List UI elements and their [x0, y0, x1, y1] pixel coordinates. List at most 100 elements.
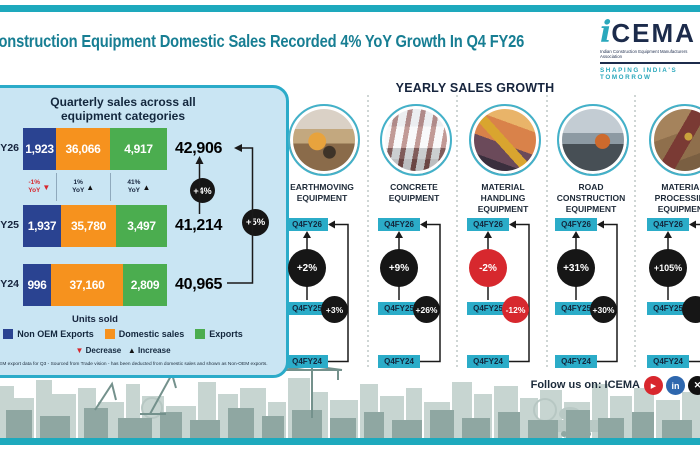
x-twitter-icon[interactable]: ✕ — [688, 376, 700, 395]
increase-arrow-icon: ▲ — [86, 182, 95, 192]
yoy-label: YoY — [127, 187, 141, 194]
icema-wordmark: i CEMA — [600, 18, 700, 48]
legend-item-exports: Exports — [195, 329, 243, 339]
bar-segment-non-oem: 1,937 — [23, 205, 61, 247]
bar-segment-exports: 3,497 — [116, 205, 167, 247]
logo-subtitle: Indian Construction Equipment Manufactur… — [600, 49, 688, 59]
q4fy26-tag: Q4FY26 — [286, 218, 328, 231]
yoy-label: YoY — [28, 187, 41, 194]
page-title: Construction Equipment Domestic Sales Re… — [0, 31, 525, 51]
bar-segment-domestic: 37,160 — [51, 264, 123, 306]
yoy-value: 41% — [127, 178, 141, 186]
yoy-value: -1% — [28, 178, 41, 186]
q4fy25-tag: Q4FY25 — [286, 302, 328, 315]
decrease-label: Decrease — [85, 346, 122, 355]
legend: Non OEM Exports Domestic sales Exports — [3, 329, 243, 339]
logo-tagline: SHAPING INDIA'S TOMORROW — [600, 67, 678, 81]
top-accent-bar — [0, 5, 700, 12]
category-label: CONCRETE EQUIPMENT — [388, 182, 440, 204]
bottom-accent-bar — [0, 438, 700, 445]
logo-divider — [600, 62, 700, 64]
growth-circle-fy25-fy26: +105% — [649, 249, 687, 287]
panel-title: Quarterly sales across all equipment cat… — [50, 95, 196, 124]
stacked-bar-q4fy24: 996 37,160 2,809 — [23, 264, 167, 306]
increase-arrow-icon: ▲ — [142, 182, 151, 192]
total-q4fy25: 41,214 — [175, 217, 223, 234]
q4fy25-tag: Q4FY25 — [378, 302, 420, 315]
units-sold-label: Units sold — [72, 314, 118, 325]
arrow-legend: ▼ Decrease ▲ Increase — [3, 346, 243, 355]
legend-item-domestic: Domestic sales — [104, 329, 185, 339]
q4fy24-tag: Q4FY24 — [378, 355, 420, 368]
linkedin-icon[interactable]: in — [666, 376, 685, 395]
logo-cema-text: CEMA — [611, 18, 696, 48]
legend-label: Non OEM Exports — [17, 329, 94, 339]
footnote: Non-OEM export data for Q3 - Sourced fro… — [0, 362, 268, 367]
q4fy26-tag: Q4FY26 — [378, 218, 420, 231]
growth-circle-fy25-fy26: +31% — [557, 249, 595, 287]
domestic-swatch — [104, 329, 115, 339]
growth-circle-fy25-fy26: -2% — [469, 249, 507, 287]
decrease-arrow-icon: ▼ — [75, 346, 84, 355]
q4fy26-tag: Q4FY26 — [647, 218, 689, 231]
row-label-q4fy26: Q4FY26 — [0, 142, 19, 154]
bar-segment-non-oem: 1,923 — [23, 128, 56, 170]
icema-logo: i CEMA Indian Construction Equipment Man… — [600, 18, 700, 81]
quarterly-sales-panel: Quarterly sales across all equipment cat… — [0, 85, 289, 378]
yearly-sales-growth-heading: YEARLY SALES GROWTH — [395, 81, 555, 95]
yoy-label: YoY — [72, 187, 85, 194]
legend-item-non-oem: Non OEM Exports — [3, 329, 94, 339]
row-label-q4fy24: Q4FY24 — [0, 278, 19, 290]
q4fy25-tag: Q4FY25 — [467, 302, 509, 315]
q4fy26-tag: Q4FY26 — [555, 218, 597, 231]
increase-label: Increase — [138, 346, 171, 355]
q4fy24-tag: Q4FY24 — [467, 355, 509, 368]
earthmoving-photo — [288, 104, 360, 176]
total-q4fy26: 42,906 — [175, 140, 223, 157]
category-column-road-construction: ROAD CONSTRUCTION EQUIPMENT Q4FY26 +31% … — [516, 95, 636, 380]
category-label: ROAD CONSTRUCTION EQUIPMENT — [556, 182, 626, 215]
youtube-icon[interactable]: ▶ — [644, 376, 663, 395]
q4fy26-tag: Q4FY26 — [467, 218, 509, 231]
category-label: MATERIAL PROCESSING EQUIPMENT — [654, 182, 700, 215]
growth-circle-fy25-fy26: +2% — [288, 249, 326, 287]
stacked-bar-q4fy25: 1,937 35,780 3,497 — [23, 205, 167, 247]
city-skyline-graphic — [0, 365, 700, 438]
category-label: EARTHMOVING EQUIPMENT — [290, 182, 354, 204]
bar-segment-exports: 2,809 — [123, 264, 167, 306]
yoy-value: 1% — [73, 178, 83, 186]
material-handling-photo — [469, 104, 541, 176]
yoy-cell-non-oem: -1% YoY ▼ — [23, 173, 56, 201]
growth-circle-fy25-fy26: +9% — [380, 249, 418, 287]
q4fy24-tag: Q4FY24 — [555, 355, 597, 368]
category-column-concrete: CONCRETE EQUIPMENT Q4FY26 +9% Q4FY25 +26… — [339, 95, 459, 380]
growth-circle-fy24-fy26 — [682, 296, 700, 323]
yoy-cell-exports: 41% YoY ▲ — [109, 173, 167, 201]
bar-segment-domestic: 36,066 — [56, 128, 110, 170]
yoy-cell-domestic: 1% YoY ▲ — [55, 173, 110, 201]
bar-segment-non-oem: 996 — [23, 264, 51, 306]
growth-circle-fy25-fy26: +4% — [190, 178, 215, 203]
q4fy24-tag: Q4FY24 — [647, 355, 689, 368]
material-processing-photo — [649, 104, 700, 176]
bar-segment-domestic: 35,780 — [61, 205, 116, 247]
stacked-bar-q4fy26: 1,923 36,066 4,917 — [23, 128, 167, 170]
q4fy24-tag: Q4FY24 — [286, 355, 328, 368]
legend-label: Exports — [209, 329, 243, 339]
row-label-q4fy25: Q4FY25 — [0, 219, 19, 231]
road-construction-photo — [557, 104, 629, 176]
yoy-strip-q4fy26: -1% YoY ▼ 1% YoY ▲ 41% YoY ▲ — [23, 173, 167, 201]
category-column-material-processing: MATERIAL PROCESSING EQUIPMENT Q4FY26 +10… — [608, 95, 700, 380]
legend-label: Domestic sales — [118, 329, 185, 339]
follow-us-label: Follow us on: ICEMA — [530, 379, 640, 391]
increase-arrow-icon: ▲ — [127, 346, 136, 355]
exports-swatch — [195, 329, 206, 339]
concrete-photo — [380, 104, 452, 176]
non-oem-swatch — [3, 329, 14, 339]
decrease-arrow-icon: ▼ — [42, 182, 51, 192]
category-label: MATERIAL HANDLING EQUIPMENT — [477, 182, 529, 215]
bar-segment-exports: 4,917 — [110, 128, 167, 170]
q4fy25-tag: Q4FY25 — [555, 302, 597, 315]
total-q4fy24: 40,965 — [175, 276, 223, 293]
